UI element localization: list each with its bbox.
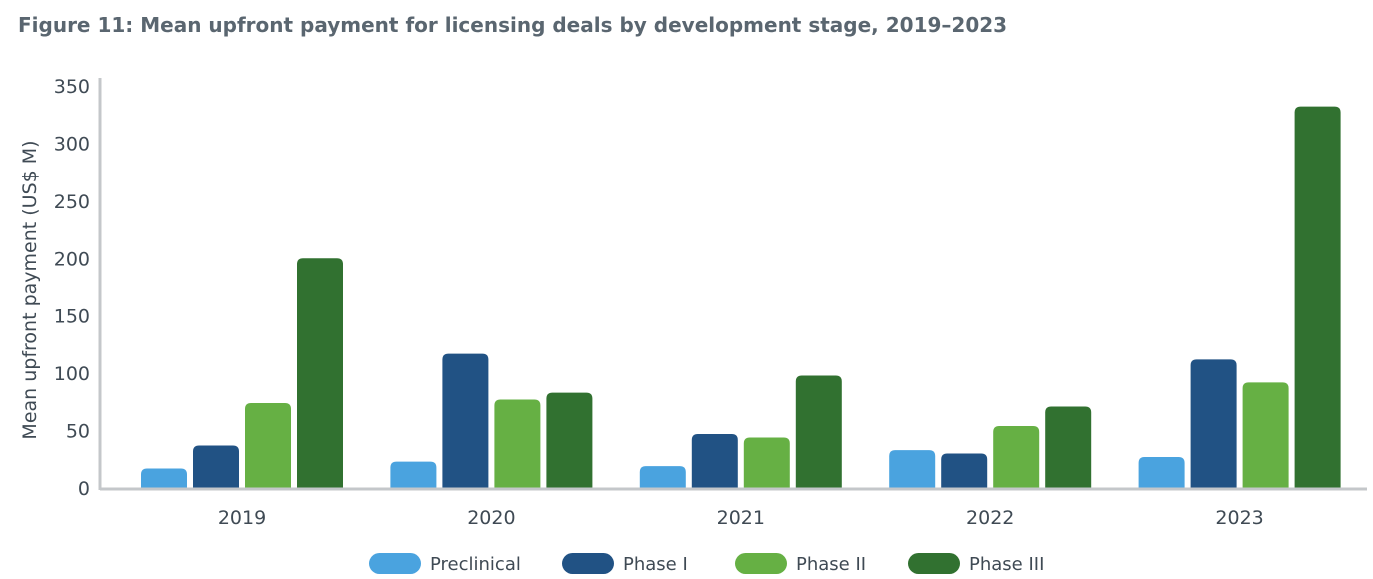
bar-phase-ii-2020	[494, 399, 541, 488]
legend-label-phase-i: Phase I	[623, 554, 688, 575]
legend: Preclinical Phase I Phase II Phase III	[369, 553, 1044, 575]
bar-phase-iii-2019	[297, 258, 343, 488]
bar-phase-i-2021	[691, 434, 738, 488]
bar-phase-iii-2021	[795, 375, 842, 488]
y-tick-label: 150	[54, 306, 90, 328]
y-tick-label: 200	[54, 248, 90, 270]
x-tick-label: 2023	[1215, 507, 1263, 529]
legend-label-preclinical: Preclinical	[430, 554, 521, 575]
bar-phase-i-2019	[193, 445, 239, 488]
legend-label-phase-iii: Phase III	[969, 554, 1044, 575]
y-tick-label: 300	[54, 133, 90, 155]
legend-swatch-phase-ii	[735, 553, 787, 574]
y-tick-label: 250	[54, 191, 90, 213]
bar-preclinical-2021	[639, 466, 686, 488]
x-tick-label: 2020	[467, 507, 515, 529]
y-tick-label: 100	[54, 363, 90, 385]
x-tick-label: 2019	[218, 507, 266, 529]
x-axis: 2019 2020 2021 2022 2023	[218, 507, 1264, 529]
legend-swatch-preclinical	[369, 553, 421, 574]
bar-phase-ii-2019	[245, 403, 291, 488]
bar-preclinical-2020	[390, 461, 437, 488]
bar-phase-i-2022	[941, 453, 988, 488]
y-axis: 0 50 100 150 200 250 300 350	[54, 76, 90, 500]
bar-phase-ii-2023	[1242, 382, 1289, 488]
y-tick-label: 350	[54, 76, 90, 98]
bar-phase-iii-2020	[546, 392, 593, 488]
bar-preclinical-2023	[1138, 456, 1185, 488]
bar-preclinical-2019	[141, 468, 187, 488]
bar-phase-i-2020	[442, 353, 489, 488]
bar-phase-iii-2022	[1045, 406, 1092, 488]
y-tick-label: 50	[66, 421, 90, 443]
y-tick-label: 0	[78, 478, 90, 500]
bar-phase-iii-2023	[1294, 106, 1341, 488]
bar-phase-i-2023	[1190, 359, 1237, 488]
x-tick-label: 2022	[966, 507, 1014, 529]
legend-swatch-phase-i	[562, 553, 614, 574]
bar-phase-ii-2022	[993, 425, 1040, 488]
legend-label-phase-ii: Phase II	[796, 554, 866, 575]
bar-preclinical-2022	[889, 450, 936, 488]
y-axis-label: Mean upfront payment (US$ M)	[19, 140, 41, 439]
bar-phase-ii-2021	[743, 437, 790, 488]
x-tick-label: 2021	[717, 507, 765, 529]
legend-swatch-phase-iii	[908, 553, 960, 574]
chart-title: Figure 11: Mean upfront payment for lice…	[18, 13, 1008, 37]
bars	[141, 106, 1341, 488]
